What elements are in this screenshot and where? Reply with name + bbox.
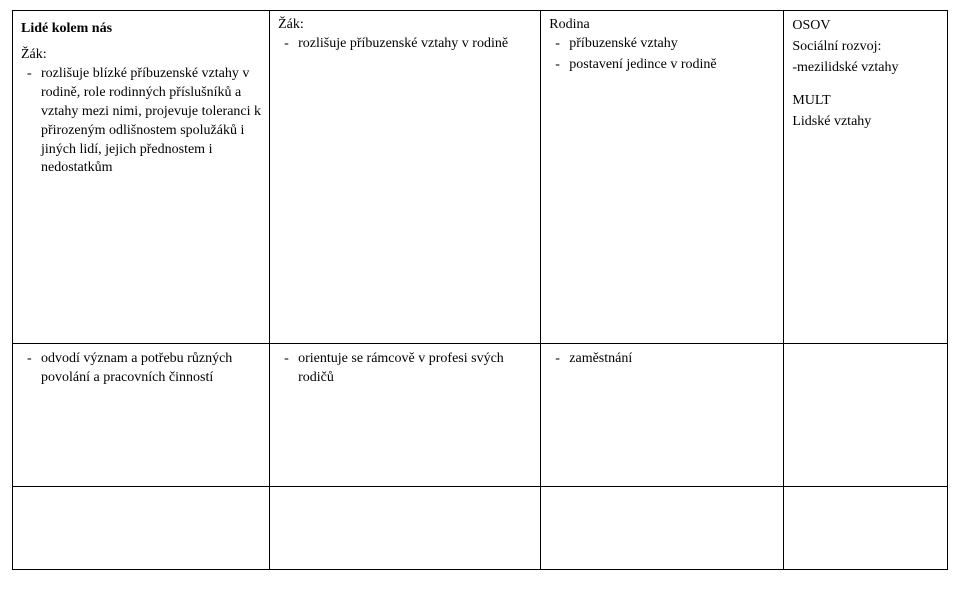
cell-r2-c4 — [784, 344, 948, 487]
cell-r3-c3 — [541, 487, 784, 570]
cell-r1-c4: OSOV Sociální rozvoj: -mezilidské vztahy… — [784, 11, 948, 344]
bullet-list: rozlišuje blízké příbuzenské vztahy v ro… — [21, 65, 261, 178]
bullet-list: příbuzenské vztahy postavení jedince v r… — [549, 35, 775, 75]
note-line: -mezilidské vztahy — [792, 59, 939, 78]
cell-r3-c2 — [270, 487, 541, 570]
notes-block-2: MULT Lidské vztahy — [792, 92, 939, 132]
note-line: OSOV — [792, 17, 939, 36]
note-line: Lidské vztahy — [792, 113, 939, 132]
note-line: Sociální rozvoj: — [792, 38, 939, 57]
note-line: MULT — [792, 92, 939, 111]
list-item: rozlišuje blízké příbuzenské vztahy v ro… — [25, 65, 261, 178]
cell-r1-c1: Lidé kolem nás Žák: rozlišuje blízké pří… — [13, 11, 270, 344]
cell-r3-c4 — [784, 487, 948, 570]
table-row: odvodí význam a potřebu různých povolání… — [13, 344, 948, 487]
zak-label: Žák: — [21, 47, 261, 63]
list-item: rozlišuje příbuzenské vztahy v rodině — [282, 35, 532, 54]
list-item: odvodí význam a potřebu různých povolání… — [25, 350, 261, 388]
rodina-label: Rodina — [549, 17, 775, 33]
list-item: orientuje se rámcově v profesi svých rod… — [282, 350, 532, 388]
list-item: postavení jedince v rodině — [553, 56, 775, 75]
cell-r2-c1: odvodí význam a potřebu různých povolání… — [13, 344, 270, 487]
table-row — [13, 487, 948, 570]
table-row: Lidé kolem nás Žák: rozlišuje blízké pří… — [13, 11, 948, 344]
cell-r1-c2: Žák: rozlišuje příbuzenské vztahy v rodi… — [270, 11, 541, 344]
bullet-list: orientuje se rámcově v profesi svých rod… — [278, 350, 532, 388]
list-item: zaměstnání — [553, 350, 775, 369]
list-item: příbuzenské vztahy — [553, 35, 775, 54]
cell-r3-c1 — [13, 487, 270, 570]
cell-r2-c2: orientuje se rámcově v profesi svých rod… — [270, 344, 541, 487]
bullet-list: rozlišuje příbuzenské vztahy v rodině — [278, 35, 532, 54]
page: Lidé kolem nás Žák: rozlišuje blízké pří… — [0, 0, 960, 605]
bullet-list: zaměstnání — [549, 350, 775, 369]
notes-block: OSOV Sociální rozvoj: -mezilidské vztahy — [792, 17, 939, 78]
content-table: Lidé kolem nás Žák: rozlišuje blízké pří… — [12, 10, 948, 570]
cell-r2-c3: zaměstnání — [541, 344, 784, 487]
zak-label: Žák: — [278, 17, 532, 33]
cell-r1-c3: Rodina příbuzenské vztahy postavení jedi… — [541, 11, 784, 344]
bullet-list: odvodí význam a potřebu různých povolání… — [21, 350, 261, 388]
section-title: Lidé kolem nás — [21, 21, 261, 37]
